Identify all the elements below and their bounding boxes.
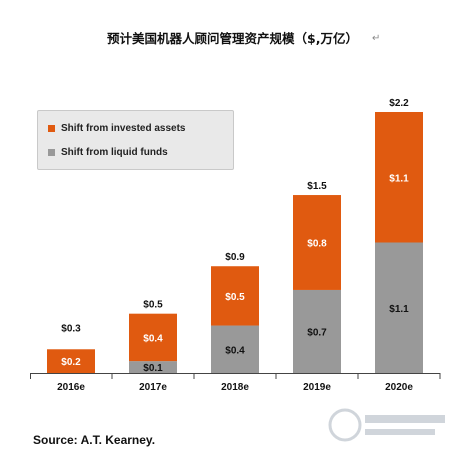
chart-legend: Shift from invested assets Shift from li… [37, 110, 234, 170]
x-tick-label-2017e: 2017e [139, 382, 167, 393]
watermark-logo [328, 408, 445, 442]
x-tick-label-2018e: 2018e [221, 382, 249, 393]
bar-liquid-2020e [375, 242, 423, 373]
total-label-2018e: $0.9 [225, 252, 245, 263]
x-tick-label-2019e: 2019e [303, 382, 331, 393]
legend-swatch-invested [48, 124, 55, 132]
total-label-2020e: $2.2 [389, 98, 409, 109]
legend-item-liquid: Shift from liquid funds [48, 145, 168, 159]
legend-swatch-liquid [48, 148, 55, 156]
bar-label-liquid-2020e: $1.1 [389, 304, 409, 315]
bar-label-invested-2017e: $0.4 [143, 333, 163, 344]
x-tick-label-2020e: 2020e [385, 382, 413, 393]
bar-label-invested-2016e: $0.2 [61, 357, 81, 368]
bar-label-liquid-2019e: $0.7 [307, 327, 327, 338]
bar-label-invested-2020e: $1.1 [389, 173, 409, 184]
bar-invested-2016e [47, 349, 95, 373]
bar-label-liquid-2018e: $0.4 [225, 345, 245, 356]
bar-invested-2018e [211, 266, 259, 326]
bar-liquid-2017e [129, 361, 177, 373]
legend-label-liquid: Shift from liquid funds [61, 146, 168, 158]
total-label-2019e: $1.5 [307, 181, 327, 192]
bar-invested-2019e [293, 195, 341, 290]
total-label-2017e: $0.5 [143, 300, 163, 311]
source-note: Source: A.T. Kearney. [33, 433, 156, 447]
total-label-2016e: $0.3 [61, 323, 81, 334]
bar-liquid-2019e [293, 289, 341, 373]
x-tick-label-2016e: 2016e [57, 382, 85, 393]
bar-label-invested-2018e: $0.5 [225, 292, 245, 303]
legend-item-invested: Shift from invested assets [48, 121, 185, 135]
paragraph-mark: ↵ [372, 33, 381, 44]
bar-invested-2017e [129, 313, 177, 362]
legend-label-invested: Shift from invested assets [61, 122, 186, 134]
bar-label-liquid-2017e: $0.1 [143, 363, 163, 374]
bar-invested-2020e [375, 112, 423, 243]
chart-title: 预计美国机器人顾问管理资产规模（$,万亿） [107, 31, 358, 46]
bar-liquid-2018e [211, 325, 259, 373]
bar-label-invested-2019e: $0.8 [307, 239, 327, 250]
